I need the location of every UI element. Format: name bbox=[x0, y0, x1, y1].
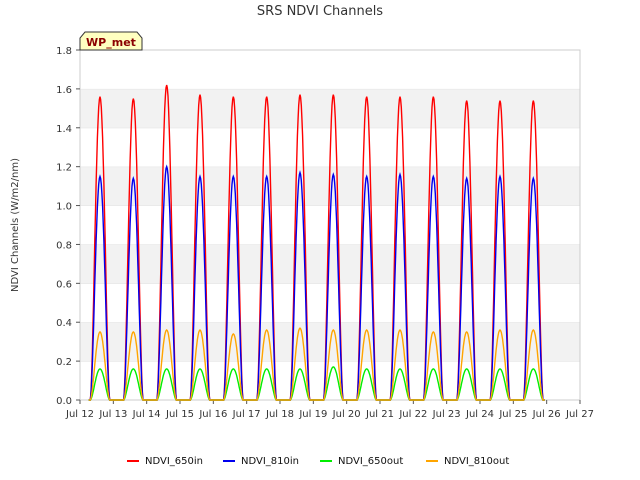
y-tick-label: 0.6 bbox=[56, 279, 72, 290]
legend: NDVI_650in NDVI_810in NDVI_650out NDVI_810o… bbox=[127, 456, 509, 467]
series-lines bbox=[88, 84, 545, 401]
chart-title: SRS NDVI Channels bbox=[257, 4, 383, 19]
y-tick-label: 0.8 bbox=[56, 240, 72, 251]
x-tick-label: Jul 16 bbox=[198, 409, 227, 420]
legend-item-ndvi_650in: NDVI_650in bbox=[127, 456, 203, 467]
y-tick-label: 0.4 bbox=[56, 318, 72, 329]
legend-label: NDVI_810out bbox=[444, 456, 509, 467]
legend-label: NDVI_650in bbox=[145, 456, 203, 467]
x-tick-label: Jul 14 bbox=[132, 409, 161, 420]
plot-area bbox=[79, 49, 581, 401]
x-tick-label: Jul 27 bbox=[565, 409, 594, 420]
grid-band bbox=[80, 244, 580, 284]
y-tick-label: 1.4 bbox=[56, 124, 72, 135]
legend-item-ndvi_810in: NDVI_810in bbox=[223, 456, 299, 467]
grid-band bbox=[80, 50, 580, 89]
grid-band bbox=[80, 88, 580, 128]
y-axis: 0.0 0.2 0.4 0.6 0.8 1.0 1.2 1.4 1.6 1.8 bbox=[56, 46, 80, 407]
x-tick-label: Jul 20 bbox=[332, 409, 361, 420]
y-tick-label: 1.2 bbox=[56, 163, 72, 174]
y-tick-label: 1.8 bbox=[56, 46, 72, 57]
grid-band bbox=[80, 283, 580, 323]
x-tick-label: Jul 12 bbox=[65, 409, 94, 420]
x-tick-label: Jul 21 bbox=[365, 409, 394, 420]
x-tick-label: Jul 15 bbox=[165, 409, 194, 420]
station-badge: WP_met bbox=[79, 31, 143, 51]
y-tick-label: 1.0 bbox=[56, 202, 72, 213]
x-tick-label: Jul 25 bbox=[498, 409, 527, 420]
x-tick-label: Jul 22 bbox=[398, 409, 427, 420]
x-tick-label: Jul 19 bbox=[298, 409, 327, 420]
legend-item-ndvi_810out: NDVI_810out bbox=[426, 456, 509, 467]
legend-label: NDVI_810in bbox=[241, 456, 299, 467]
x-axis: Jul 12 Jul 13 Jul 14 Jul 15 Jul 16 Jul 17 Jul … bbox=[65, 400, 594, 420]
x-tick-label: Jul 24 bbox=[465, 409, 494, 420]
x-tick-label: Jul 23 bbox=[432, 409, 461, 420]
badge-shape bbox=[79, 31, 143, 51]
x-tick-label: Jul 26 bbox=[532, 409, 561, 420]
y-tick-label: 0.0 bbox=[56, 396, 72, 407]
badge-label: WP_met bbox=[86, 36, 136, 49]
legend-item-ndvi_650out: NDVI_650out bbox=[320, 456, 403, 467]
grid-band bbox=[80, 361, 580, 400]
series-line-ndvi_810out bbox=[88, 327, 545, 401]
y-tick-label: 0.2 bbox=[56, 357, 72, 368]
legend-label: NDVI_650out bbox=[338, 456, 403, 467]
y-tick-label: 1.6 bbox=[56, 85, 72, 96]
x-tick-label: Jul 17 bbox=[232, 409, 261, 420]
y-axis-label: NDVI Channels (W/m2/nm) bbox=[10, 158, 21, 292]
x-tick-label: Jul 13 bbox=[98, 409, 127, 420]
x-tick-label: Jul 18 bbox=[265, 409, 294, 420]
